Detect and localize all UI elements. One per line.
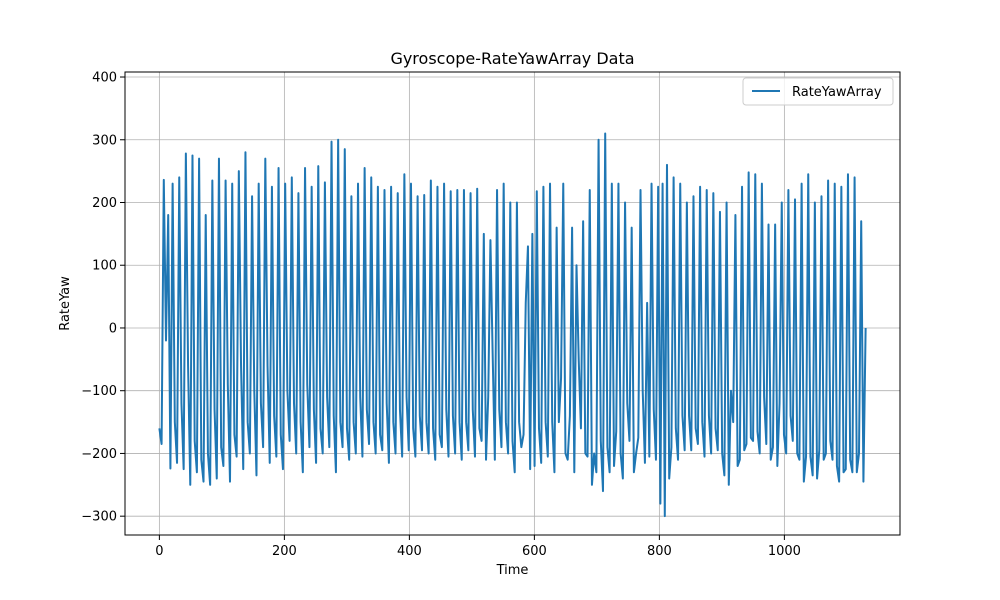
x-axis-title: Time bbox=[496, 563, 529, 578]
y-tick-label: 300 bbox=[92, 133, 117, 148]
legend: RateYawArray bbox=[742, 77, 894, 106]
plot-frame bbox=[124, 71, 901, 536]
series-layer bbox=[158, 132, 867, 518]
x-tick-label: 400 bbox=[397, 544, 422, 559]
x-tick-label: 200 bbox=[272, 544, 297, 559]
ticks: 0 200 400 600 800 1000 −300 −200 −100 0 100 200 300 4… bbox=[81, 71, 801, 559]
y-tick-label: 100 bbox=[92, 259, 117, 274]
x-tick-label: 1000 bbox=[768, 544, 801, 559]
y-tick-label: 0 bbox=[109, 321, 117, 336]
legend-label-rateyawarray: RateYawArray bbox=[792, 85, 882, 100]
legend-box bbox=[742, 77, 894, 106]
y-tick-label: 200 bbox=[92, 196, 117, 211]
chart-title: Gyroscope-RateYawArray Data bbox=[390, 49, 634, 68]
y-tick-label: −100 bbox=[81, 384, 117, 399]
series-line-rateyawarray bbox=[158, 132, 867, 518]
y-tick-label: −300 bbox=[81, 510, 117, 525]
y-axis-title: RateYaw bbox=[58, 276, 73, 331]
x-tick-label: 0 bbox=[155, 544, 163, 559]
x-tick-label: 800 bbox=[647, 544, 672, 559]
x-tick-label: 600 bbox=[522, 544, 547, 559]
y-tick-label: −200 bbox=[81, 447, 117, 462]
y-tick-label: 400 bbox=[92, 71, 117, 86]
